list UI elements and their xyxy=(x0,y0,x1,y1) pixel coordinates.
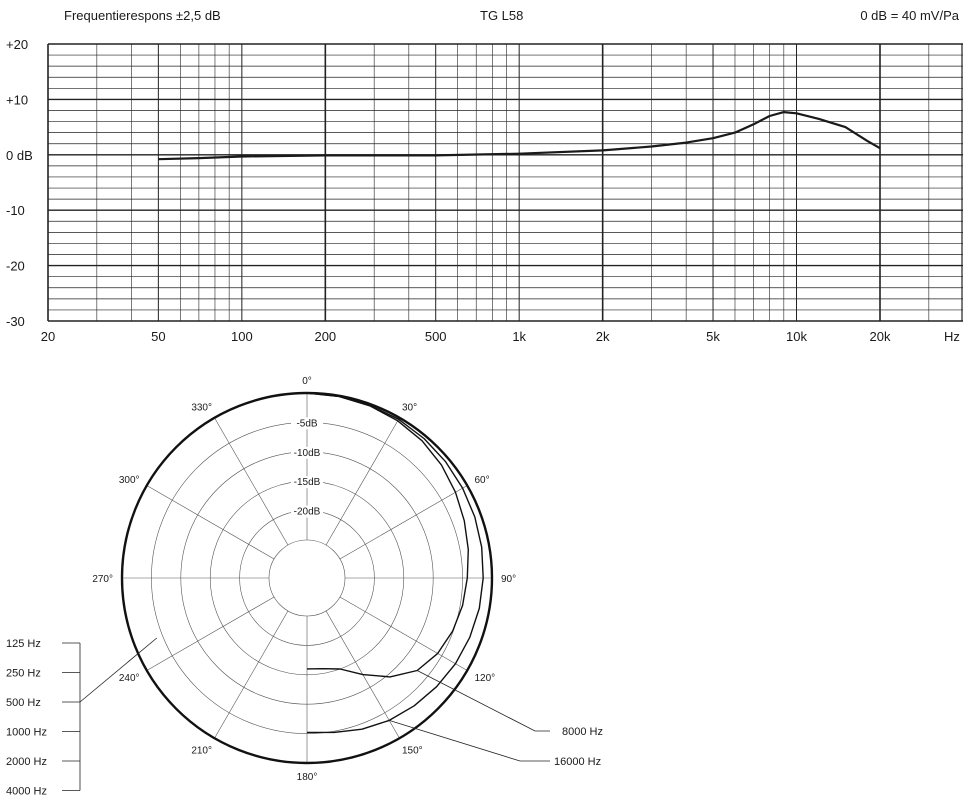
angle-label: 30° xyxy=(402,403,417,414)
angle-label: 150° xyxy=(402,745,423,756)
angle-label: 120° xyxy=(474,673,495,684)
ring-label: -5dB xyxy=(296,418,317,429)
legend-left-label: 500 Hz xyxy=(6,697,41,709)
ring-label-bg xyxy=(291,417,323,430)
x-tick-label: 5k xyxy=(706,329,720,344)
polar-curve-16000hz xyxy=(306,392,484,734)
legend-right-label-8000hz: 8000 Hz xyxy=(562,726,603,738)
angle-label: 60° xyxy=(474,475,489,486)
legend-right-pointer-16000hz xyxy=(389,720,550,762)
ring-label-bg xyxy=(291,505,323,518)
x-tick-label: 200 xyxy=(314,329,336,344)
y-tick-label: -10 xyxy=(6,203,25,218)
angle-label: 90° xyxy=(501,574,516,585)
y-tick-label: +10 xyxy=(6,92,28,107)
legend-left-label: 1000 Hz xyxy=(6,727,47,739)
y-tick-label: -20 xyxy=(6,259,25,274)
y-tick-label: -30 xyxy=(6,314,25,329)
header-model-label: TG L58 xyxy=(480,8,524,23)
angle-label: 210° xyxy=(191,745,212,756)
x-tick-label: 20k xyxy=(870,329,891,344)
x-tick-label: 20 xyxy=(41,329,55,344)
y-tick-label: 0 dB xyxy=(6,148,33,163)
x-tick-label: Hz xyxy=(944,329,960,344)
legend-left-label: 2000 Hz xyxy=(6,756,47,768)
ring-label: -15dB xyxy=(294,477,321,488)
polar-spoke xyxy=(339,485,468,560)
angle-label: 330° xyxy=(191,403,212,414)
polar-spoke xyxy=(146,485,275,560)
y-tick-label: +20 xyxy=(6,37,28,52)
legend-right-pointer-8000hz xyxy=(417,670,550,732)
polar-spoke xyxy=(214,610,289,739)
legend-left-label: 4000 Hz xyxy=(6,786,47,798)
polar-curve-8000hz xyxy=(306,392,469,678)
x-tick-label: 2k xyxy=(596,329,610,344)
polar-spoke xyxy=(325,417,400,546)
ring-label: -10dB xyxy=(294,448,321,459)
legend-left-pointer xyxy=(79,637,158,703)
ring-label-bg xyxy=(291,476,323,489)
legend-left-label: 125 Hz xyxy=(6,638,41,650)
polar-spoke xyxy=(146,596,275,671)
angle-label: 0° xyxy=(302,376,312,387)
x-tick-label: 1k xyxy=(512,329,526,344)
polar-spoke xyxy=(214,417,289,546)
angle-label: 270° xyxy=(92,574,113,585)
legend-left-label: 250 Hz xyxy=(6,668,41,680)
x-tick-label: 500 xyxy=(425,329,447,344)
frequency-response-line xyxy=(158,110,881,161)
x-tick-label: 100 xyxy=(231,329,253,344)
ring-label-bg xyxy=(291,446,323,459)
legend-right-label-16000hz: 16000 Hz xyxy=(554,756,601,768)
angle-label: 240° xyxy=(119,673,140,684)
frequency-grid xyxy=(47,43,963,322)
angle-label: 180° xyxy=(297,772,318,783)
angle-label: 300° xyxy=(119,475,140,486)
header-reference-label: 0 dB = 40 mV/Pa xyxy=(860,8,959,23)
header-left-label: Frequentierespons ±2,5 dB xyxy=(64,8,221,23)
ring-label: -20dB xyxy=(294,507,321,518)
polar-spoke xyxy=(339,596,468,671)
x-tick-label: 10k xyxy=(786,329,807,344)
polar-inner-ring xyxy=(268,539,346,617)
x-tick-label: 50 xyxy=(151,329,165,344)
